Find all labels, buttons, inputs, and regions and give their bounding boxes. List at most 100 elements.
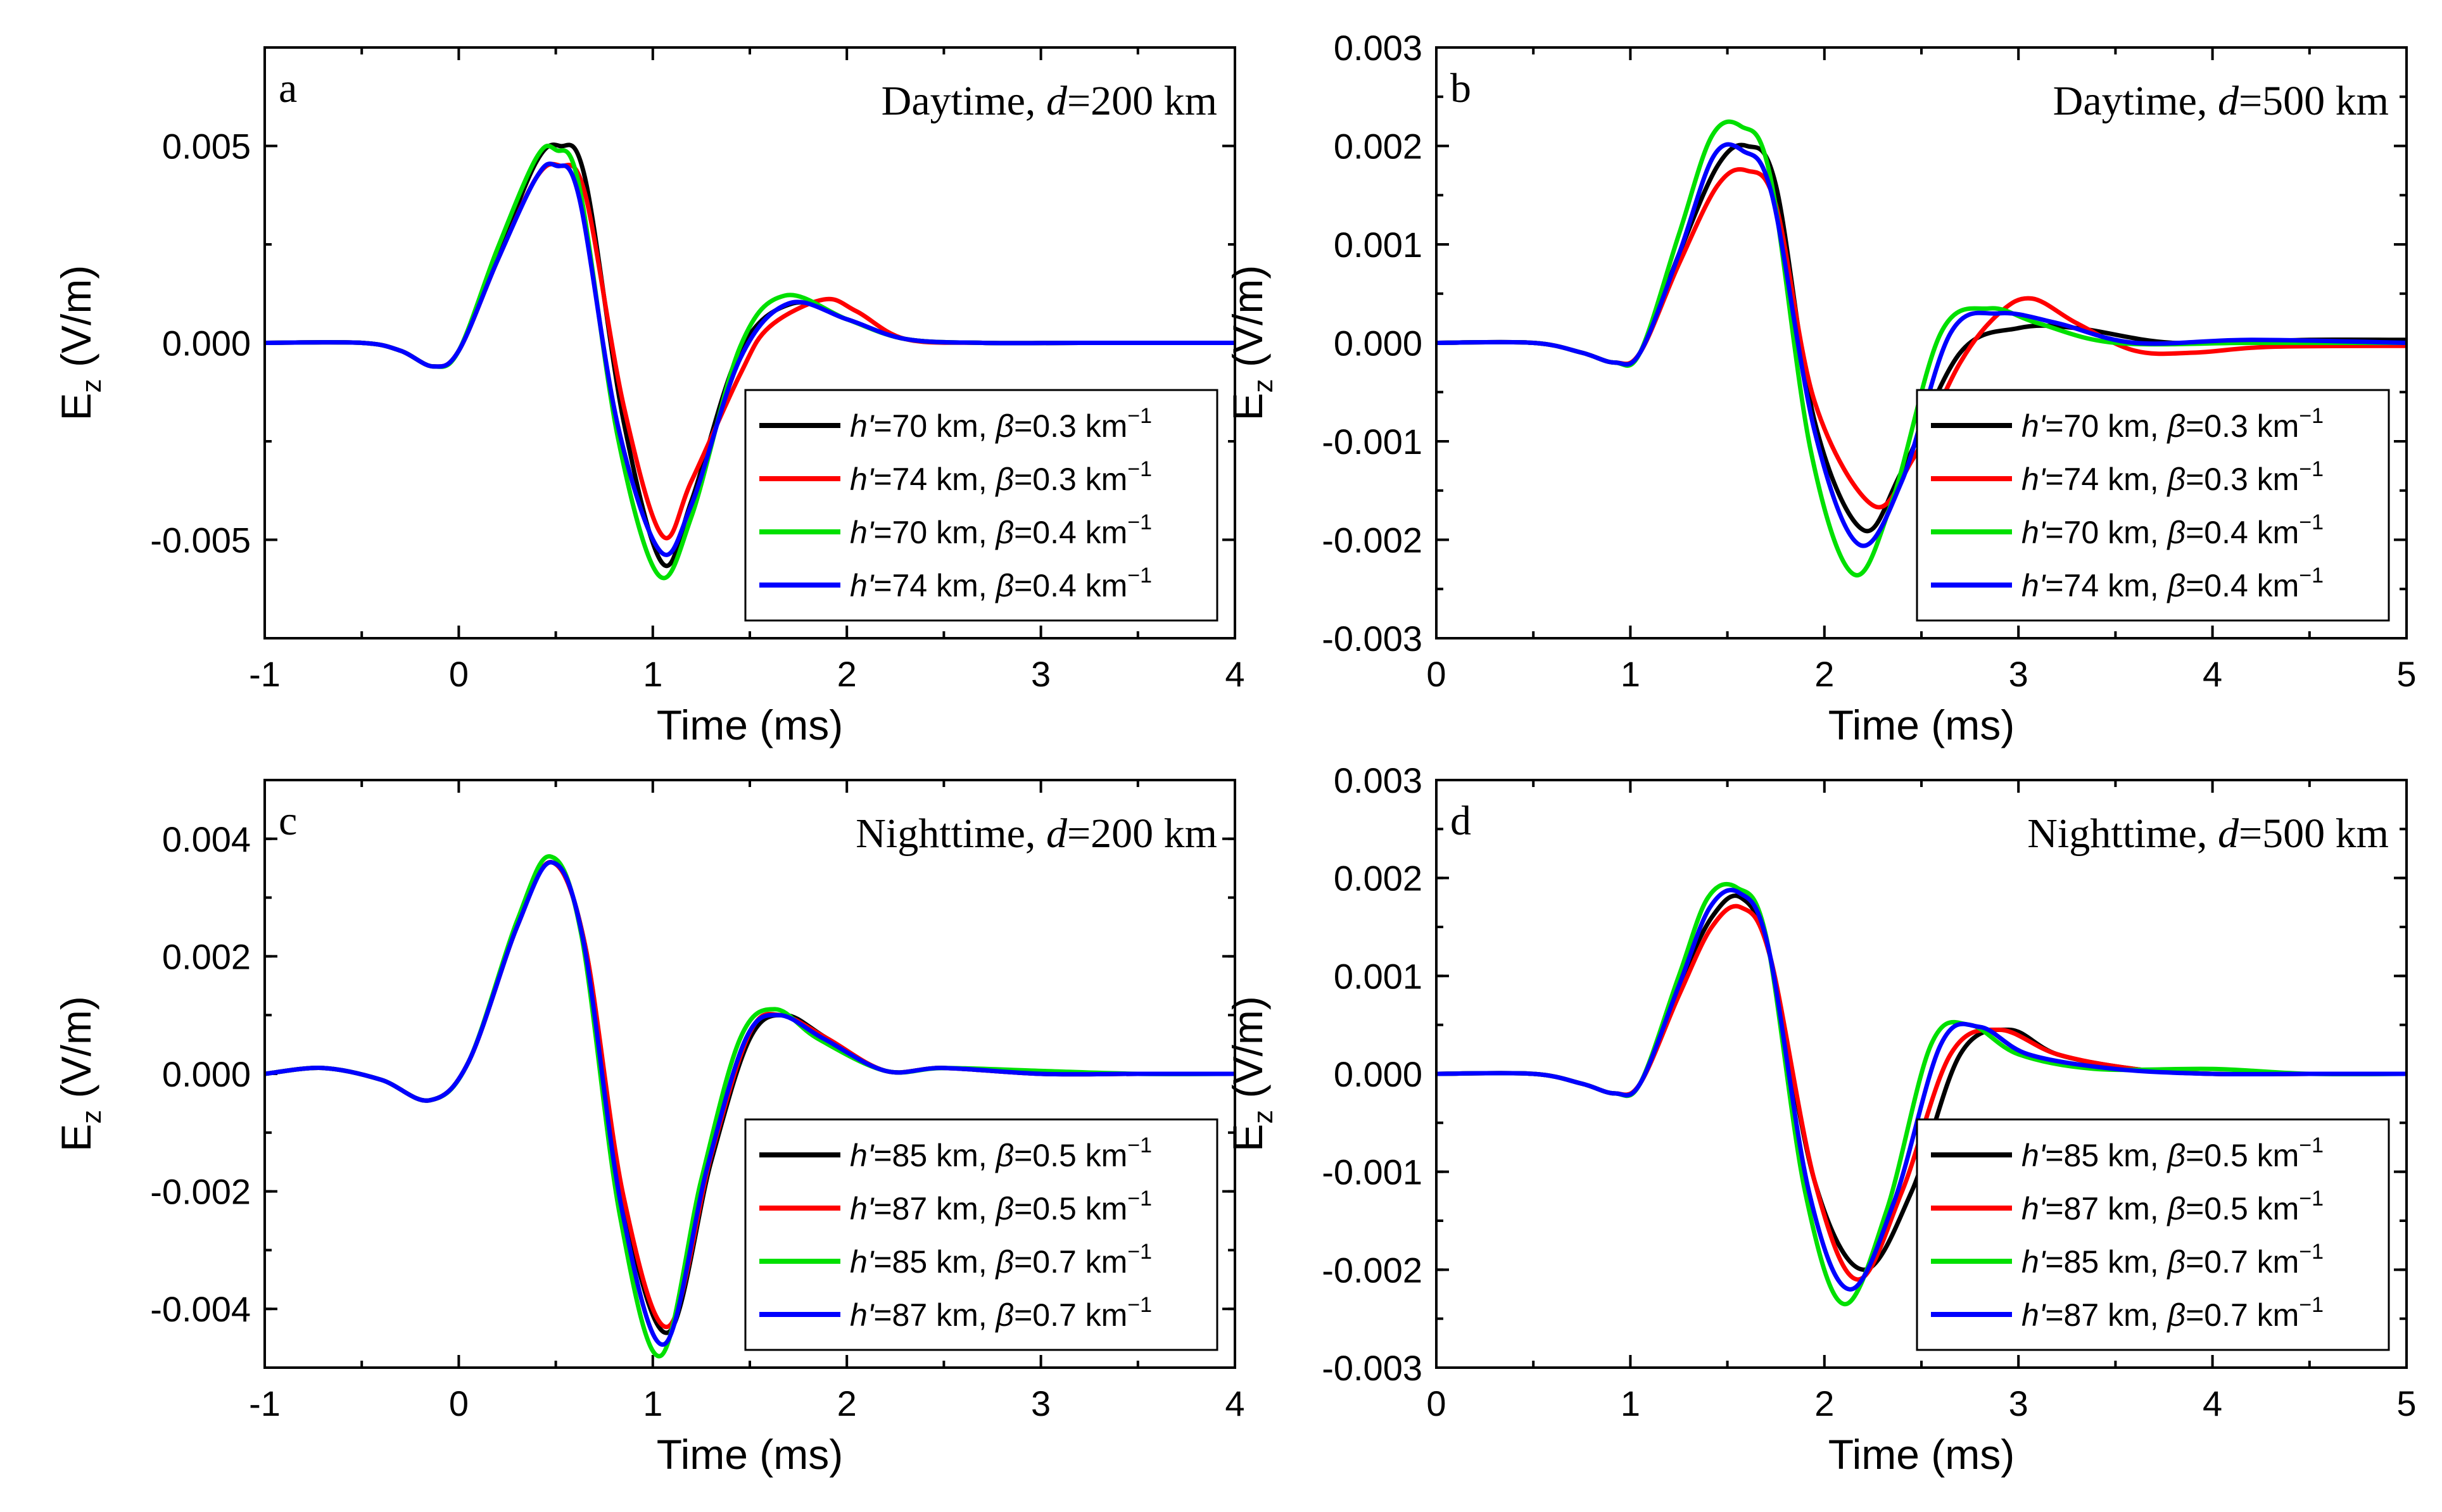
- legend-var: h': [2021, 1191, 2046, 1226]
- y-tick-label: -0.002: [150, 1172, 251, 1212]
- panel-title-suffix: =500 km: [2239, 78, 2389, 124]
- panel-b: 0 1 2 3 4 5 -0.003 -0.002 -0.001 0.000 0.001 0.002 0…: [1224, 28, 2417, 748]
- legend-tail: =0.3 km: [2186, 462, 2299, 497]
- y-tick-label: 0.003: [1334, 760, 1422, 800]
- legend-tail: =0.3 km: [1014, 462, 1127, 497]
- legend-label-4: h'=74 km, β=0.4 km−1: [2021, 564, 2324, 603]
- y-tick-label: 0.000: [162, 324, 251, 363]
- legend-var: h': [850, 462, 875, 497]
- legend-tail: =0.4 km: [2186, 568, 2299, 603]
- legend-sup: −1: [2299, 1240, 2324, 1264]
- series-line-4: [1436, 142, 2407, 548]
- x-tick-label: 2: [1814, 654, 1834, 694]
- panel-letter: b: [1450, 65, 1471, 111]
- legend-label-1: h'=85 km, β=0.5 km−1: [850, 1133, 1152, 1173]
- y-axis-label-main: E: [53, 1124, 99, 1152]
- y-tick-label: 0.002: [1334, 859, 1422, 898]
- series-group: [1436, 119, 2407, 577]
- legend-label-3: h'=85 km, β=0.7 km−1: [2021, 1240, 2324, 1280]
- series-group: [265, 142, 1235, 581]
- legend-tail: =0.5 km: [1014, 1138, 1127, 1173]
- panel-title-suffix: =200 km: [1067, 78, 1217, 124]
- y-tick-label: -0.002: [1322, 1250, 1422, 1290]
- legend-tail: =0.4 km: [2186, 515, 2299, 550]
- y-axis-label-sub: z: [76, 379, 107, 393]
- x-tick-label: 1: [643, 1383, 662, 1423]
- legend-label-3: h'=85 km, β=0.7 km−1: [850, 1240, 1152, 1280]
- legend-label-2: h'=87 km, β=0.5 km−1: [2021, 1187, 2324, 1226]
- panel-title-suffix: =500 km: [2239, 810, 2389, 857]
- x-tick-label: 0: [1426, 654, 1446, 694]
- y-axis-label-main: E: [1224, 1124, 1271, 1152]
- x-tick-label: 4: [2203, 654, 2222, 694]
- legend-sup: −1: [1127, 457, 1152, 481]
- legend-var: h': [850, 568, 875, 603]
- legend-var2: β: [995, 568, 1015, 603]
- series-group: [265, 854, 1235, 1359]
- legend-mid: =74 km,: [2045, 462, 2167, 497]
- legend-var2: β: [995, 1138, 1015, 1173]
- legend-var: h': [850, 1138, 875, 1173]
- legend-mid: =87 km,: [2045, 1191, 2167, 1226]
- panel-a: -1 0 1 2 3 4 -0.005 0.000 0.005 a Daytime, d=200 k…: [53, 46, 1245, 748]
- legend-box: [1916, 389, 2390, 622]
- legend-label-2: h'=87 km, β=0.5 km−1: [850, 1187, 1152, 1226]
- legend-var2: β: [2167, 462, 2186, 497]
- legend-var2: β: [2167, 408, 2186, 444]
- legend-sup: −1: [2299, 404, 2324, 428]
- legend-sup: −1: [2299, 510, 2324, 534]
- panel-c: -1 0 1 2 3 4 -0.004 -0.002 0.000 0.002 0.004 c Night…: [53, 779, 1245, 1478]
- x-axis-label: Time (ms): [1828, 702, 2015, 748]
- legend-var: h': [850, 515, 875, 550]
- legend-var2: β: [995, 1244, 1015, 1280]
- legend-mid: =87 km,: [873, 1191, 996, 1226]
- legend-var: h': [2021, 462, 2046, 497]
- legend-sup: −1: [2299, 1133, 2324, 1157]
- panel-title-suffix: =200 km: [1067, 810, 1217, 857]
- legend-label-4: h'=87 km, β=0.7 km−1: [850, 1293, 1152, 1333]
- x-tick-label: 3: [2009, 654, 2028, 694]
- legend-mid: =74 km,: [873, 462, 996, 497]
- legend-label-3: h'=70 km, β=0.4 km−1: [850, 510, 1152, 550]
- x-tick-label: 2: [837, 1383, 857, 1423]
- y-axis-label-unit: (V/m): [53, 265, 99, 379]
- x-tick-label: 3: [1031, 1383, 1051, 1423]
- y-tick-label: 0.004: [162, 819, 251, 859]
- legend-label-3: h'=70 km, β=0.4 km−1: [2021, 510, 2324, 550]
- legend-var: h': [2021, 568, 2046, 603]
- series-line-4: [1436, 888, 2407, 1292]
- legend-sup: −1: [1127, 1187, 1152, 1211]
- legend-var2: β: [995, 1191, 1015, 1226]
- legend-box: [1916, 1118, 2390, 1351]
- y-axis-label-unit: (V/m): [53, 996, 99, 1110]
- panel-letter: a: [279, 65, 297, 111]
- legend-var: h': [850, 1191, 875, 1226]
- legend-mid: =87 km,: [873, 1297, 996, 1333]
- x-tick-label: 0: [449, 654, 469, 694]
- legend-tail: =0.5 km: [2186, 1138, 2299, 1173]
- legend-sup: −1: [1127, 1240, 1152, 1264]
- legend-sup: −1: [1127, 510, 1152, 534]
- legend-var: h': [850, 1244, 875, 1280]
- panel-title-var: d: [2218, 810, 2239, 857]
- x-tick-label: 1: [1621, 654, 1640, 694]
- y-tick-label: 0.000: [162, 1054, 251, 1094]
- legend-var: h': [850, 1297, 875, 1333]
- legend-sup: −1: [1127, 1293, 1152, 1317]
- y-tick-label: -0.001: [1322, 1152, 1422, 1192]
- legend-mid: =85 km,: [2045, 1244, 2167, 1280]
- x-tick-label: 1: [1621, 1383, 1640, 1423]
- legend-mid: =70 km,: [2045, 408, 2167, 444]
- legend-mid: =74 km,: [873, 568, 996, 603]
- panel-letter: c: [279, 798, 297, 844]
- y-tick-label: 0.005: [162, 127, 251, 167]
- x-tick-label: 3: [1031, 654, 1051, 694]
- legend-mid: =70 km,: [2045, 515, 2167, 550]
- legend-tail: =0.4 km: [1014, 568, 1127, 603]
- y-tick-label: 0.000: [1334, 324, 1422, 363]
- legend-mid: =70 km,: [873, 408, 996, 444]
- legend-var: h': [2021, 1138, 2046, 1173]
- legend-var2: β: [2167, 568, 2186, 603]
- legend-var2: β: [995, 462, 1015, 497]
- y-tick-label: 0.003: [1334, 28, 1422, 68]
